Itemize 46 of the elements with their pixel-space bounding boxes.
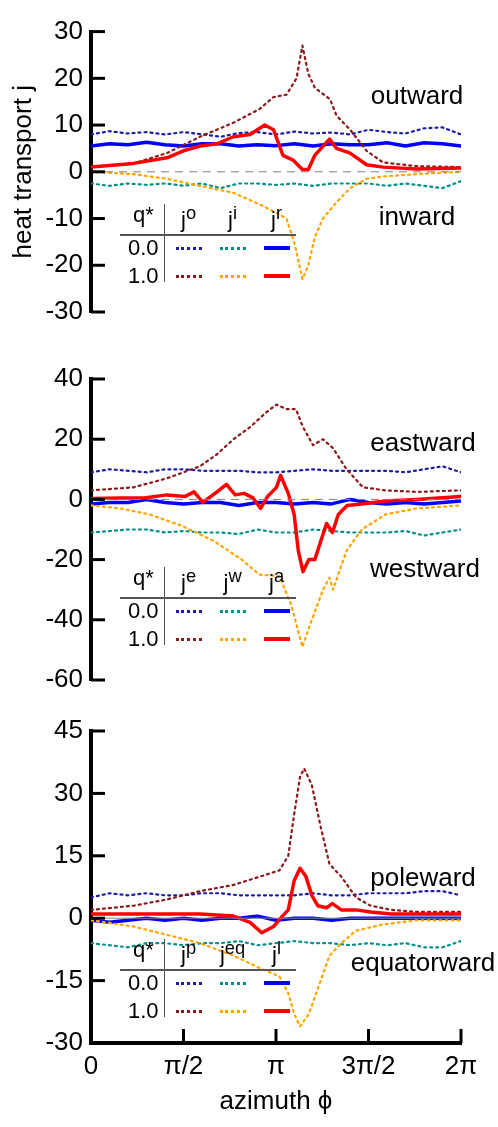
y-tick-label: -30 xyxy=(45,1026,83,1057)
y-tick-label: 40 xyxy=(54,362,83,393)
y-tick-label: 20 xyxy=(54,61,83,92)
annotation: eastward xyxy=(370,427,476,457)
annotation: j$^{e}$ xyxy=(179,565,198,597)
y-tick-label: 0 xyxy=(68,154,83,185)
y-tick-label: 15 xyxy=(54,838,83,869)
y-tick-label: -40 xyxy=(45,602,83,633)
y-tick-label: 20 xyxy=(54,422,83,453)
y-tick-label: -60 xyxy=(45,663,83,694)
y-tick-label: -15 xyxy=(45,963,83,994)
y-tick-label: -30 xyxy=(45,295,83,326)
legend-title: q* xyxy=(131,565,155,592)
y-tick-label: 10 xyxy=(54,108,83,139)
legend-title: q* xyxy=(131,202,155,229)
annotation: poleward xyxy=(370,862,476,892)
legend-title: q* xyxy=(131,937,155,964)
annotation: inward xyxy=(378,201,456,231)
annotation: equatorward xyxy=(350,947,496,977)
x-tick-label: 3π/2 xyxy=(341,1049,396,1080)
annotation: j$^{i}$ xyxy=(226,202,239,234)
annotation: 0.0 xyxy=(127,969,160,997)
y-axis-title: heat transport j xyxy=(6,85,37,259)
annotation: 1.0 xyxy=(127,997,160,1025)
y-tick-label: -20 xyxy=(45,248,83,279)
y-tick-label: 0 xyxy=(68,901,83,932)
x-axis-title: azimuth ϕ xyxy=(219,1084,333,1115)
annotation: 1.0 xyxy=(127,625,160,653)
annotation: 0.0 xyxy=(127,234,160,262)
annotation: j$^{l}$ xyxy=(270,937,283,969)
x-tick-label: π/2 xyxy=(163,1049,204,1080)
annotation: j$^{o}$ xyxy=(179,202,198,234)
y-tick-label: -10 xyxy=(45,201,83,232)
y-tick-label: -20 xyxy=(45,542,83,573)
annotation: outward xyxy=(370,80,464,110)
annotation: 0.0 xyxy=(127,597,160,625)
annotation: j$^{r}$ xyxy=(269,202,284,234)
x-tick-label: π xyxy=(267,1049,285,1080)
annotation: westward xyxy=(370,553,480,583)
x-tick-label: 2π xyxy=(444,1049,478,1080)
annotation: 1.0 xyxy=(127,262,160,290)
y-tick-label: 30 xyxy=(54,776,83,807)
y-tick-label: 45 xyxy=(54,714,83,745)
annotation: j$^{w}$ xyxy=(222,565,243,597)
y-tick-label: 30 xyxy=(54,14,83,45)
y-tick-label: 0 xyxy=(68,482,83,513)
